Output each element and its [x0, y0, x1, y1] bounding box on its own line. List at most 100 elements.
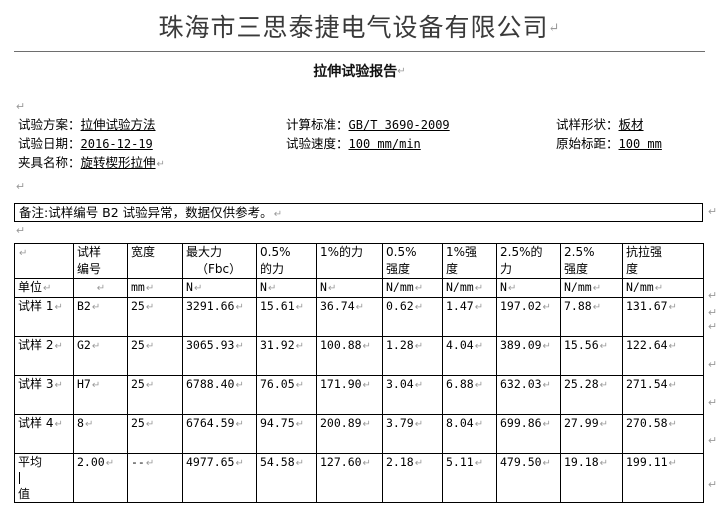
cell-force-25: 699.86↵ [496, 414, 561, 454]
cell-value: 54.58 [260, 455, 295, 469]
paragraph-mark-icon: ↵ [16, 101, 26, 113]
paragraph-mark-icon: ↵ [295, 302, 305, 313]
row-label-text: 试样 3 [18, 377, 54, 391]
paragraph-mark-icon: ↵ [708, 206, 718, 218]
cell-value: 100.88 [320, 338, 362, 352]
meta-info-block: 试验方案：拉伸试验方法 计算标准：GB/T 3690-2009 试样形状：板材 … [14, 115, 714, 172]
cell-strength-05: 1.28↵ [382, 336, 443, 376]
table-row: 试样 2↵ G2↵ 25↵ 3065.93↵ 31.92↵ 100.88↵ 1.… [14, 336, 704, 376]
cell-value: 3.79 [386, 416, 414, 430]
paragraph-mark-icon: ↵ [414, 283, 424, 294]
cell-width: 25↵ [127, 336, 183, 376]
paragraph-mark-icon: ↵ [668, 302, 677, 313]
meta-value: 旋转楔形拉伸 [80, 155, 156, 170]
paragraph-mark-icon: ↵ [474, 341, 484, 352]
paragraph-mark-icon: ↵ [542, 302, 551, 313]
cell-strength-05: 3.79↵ [382, 414, 443, 454]
unit-cell: N↵ [182, 278, 257, 298]
paragraph-mark-icon: ↵ [54, 380, 63, 391]
paragraph-mark-icon: ↵ [145, 341, 155, 352]
table-row: 试样 4↵ 8↵ 25↵ 6764.59↵ 94.75↵ 200.89↵ 3.7… [14, 414, 704, 454]
remark-text: 备注:试样编号 B2 试验异常，数据仅供参考。 [19, 205, 273, 220]
cell-value: 5.11 [446, 455, 474, 469]
table-header-cell-force-1: 1%的力 [316, 243, 383, 279]
cell-width: 25↵ [127, 414, 183, 454]
cell-value: 15.56 [564, 338, 599, 352]
table-header-cell-strength-05: 0.5% 强度 [382, 243, 443, 279]
paragraph-mark-icon: ↵ [599, 341, 609, 352]
header-line-1: 最大力 [186, 245, 223, 259]
meta-label: 原始标距： [556, 136, 619, 151]
cell-force-1: 100.88↵ [316, 336, 383, 376]
paragraph-mark-icon: ↵ [327, 283, 337, 294]
paragraph-mark-icon: ↵ [592, 283, 602, 294]
row-label: 试样 4↵ [14, 414, 74, 454]
paragraph-mark-icon: ↵ [668, 380, 677, 391]
row-label-average: 平均 值 [14, 453, 74, 503]
report-title: 拉伸试验报告↵ [14, 62, 705, 82]
paragraph-mark-icon: ↵ [542, 458, 551, 469]
paragraph-mark-icon: ↵ [474, 283, 484, 294]
unit-cell: N↵ [496, 278, 561, 298]
paragraph-mark-icon: ↵ [654, 283, 664, 294]
paragraph-mark-icon: ↵ [708, 307, 718, 319]
cell-max-force: 3291.66↵ [182, 297, 257, 337]
cell-value: 19.18 [564, 455, 599, 469]
header-line-2: 强度 [386, 262, 411, 276]
paragraph-mark-icon: ↵ [295, 380, 305, 391]
cell-force-05: 31.92↵ [256, 336, 317, 376]
unit-text: N/mm [626, 280, 654, 294]
paragraph-mark-icon: ↵ [414, 419, 424, 430]
paragraph-mark-icon: ↵ [414, 302, 424, 313]
cell-value: 122.64 [626, 338, 668, 352]
cell-force-1: 171.90↵ [316, 375, 383, 415]
header-line-2: 力 [500, 262, 513, 276]
cell-value: 27.99 [564, 416, 599, 430]
paragraph-mark-icon: ↵ [193, 283, 203, 294]
table-header-cell-strength-25: 2.5% 强度 [560, 243, 623, 279]
paragraph-mark-icon: ↵ [295, 419, 305, 430]
paragraph-mark-icon: ↵ [474, 302, 484, 313]
cell-force-05: 15.61↵ [256, 297, 317, 337]
paragraph-mark-icon: ↵ [397, 66, 406, 77]
header-line-1: 0.5% [386, 245, 417, 259]
paragraph-mark-icon: ↵ [19, 248, 28, 259]
paragraph-mark-icon: ↵ [54, 419, 63, 430]
cell-value: 8.04 [446, 416, 474, 430]
header-line-1: 抗拉强 [626, 245, 663, 259]
paragraph-mark-icon: ↵ [474, 458, 484, 469]
meta-field-test-speed: 试验速度：100 mm/min [286, 134, 421, 154]
cell-value: 6788.40 [186, 377, 235, 391]
unit-text: mm [131, 280, 145, 294]
cell-value: 36.74 [320, 299, 355, 313]
table-header-row: ↵ 试样 编号 宽度 最大力 （Fbc） 0.5% 的力 1%的力 0.5% [14, 243, 704, 279]
header-line-1: 0.5% [260, 245, 291, 259]
meta-label: 试样形状： [556, 117, 619, 132]
paragraph-mark-icon: ↵ [362, 458, 371, 469]
cell-width: --↵ [127, 453, 183, 503]
paragraph-mark-icon: ↵ [362, 419, 371, 430]
cell-force-05: 94.75↵ [256, 414, 317, 454]
header-line-2: 度 [626, 262, 639, 276]
cell-value: 632.03 [500, 377, 542, 391]
table-header-cell-strength-1: 1%强 度 [442, 243, 497, 279]
cell-tensile-strength: 199.11↵ [622, 453, 704, 503]
paragraph-mark-icon: ↵ [708, 359, 718, 371]
row-label-text: 试样 2 [18, 338, 54, 352]
cell-specimen-no: G2↵ [73, 336, 128, 376]
paragraph-mark-icon: ↵ [668, 419, 677, 430]
cell-value: 8 [77, 416, 84, 430]
cell-force-1: 127.60↵ [316, 453, 383, 503]
paragraph-mark-icon: ↵ [414, 458, 424, 469]
unit-text: N [186, 280, 193, 294]
cell-value: 1.28 [386, 338, 414, 352]
paragraph-mark-icon: ↵ [105, 458, 115, 469]
cell-force-25: 479.50↵ [496, 453, 561, 503]
paragraph-mark-icon: ↵ [668, 341, 677, 352]
cell-strength-25: 19.18↵ [560, 453, 623, 503]
cell-width: 25↵ [127, 375, 183, 415]
cell-max-force: 4977.65↵ [182, 453, 257, 503]
cell-value: 0.62 [386, 299, 414, 313]
paragraph-mark-icon: ↵ [542, 341, 551, 352]
table-header-cell-max-force: 最大力 （Fbc） [182, 243, 257, 279]
